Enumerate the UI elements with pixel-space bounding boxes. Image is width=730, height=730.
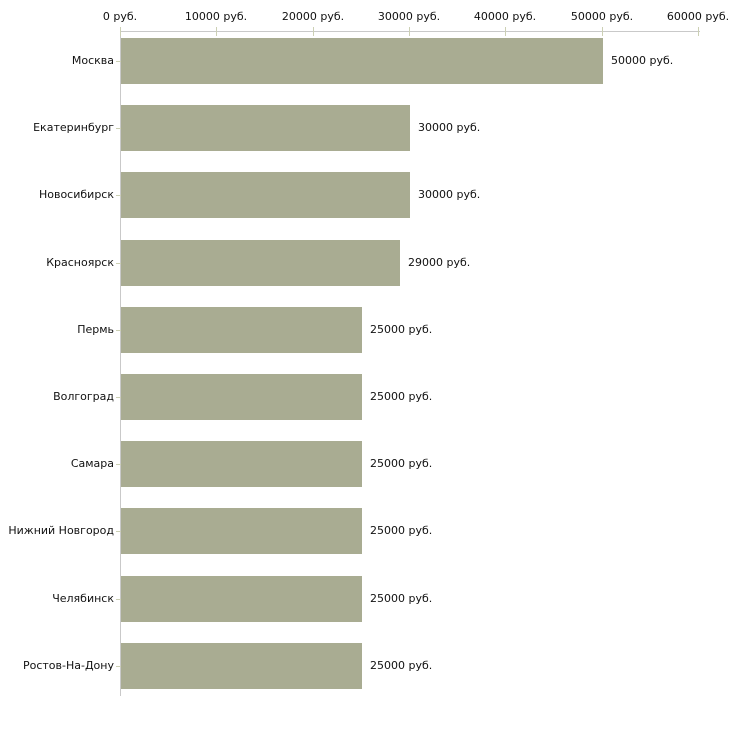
x-tick-label: 30000 руб. — [377, 10, 441, 23]
y-tick-mark — [116, 666, 123, 667]
value-label: 25000 руб. — [370, 390, 433, 403]
y-tick-mark — [116, 195, 123, 196]
x-tick-label: 60000 руб. — [666, 10, 730, 23]
category-label: Челябинск — [52, 592, 114, 605]
category-label: Москва — [71, 54, 114, 67]
value-label: 25000 руб. — [370, 659, 433, 672]
bar — [121, 172, 410, 218]
value-label: 29000 руб. — [408, 256, 471, 269]
y-tick-mark — [116, 61, 123, 62]
x-tick-label: 0 руб. — [102, 10, 138, 23]
y-tick-mark — [116, 397, 123, 398]
bar — [121, 508, 362, 554]
x-axis-line — [120, 31, 700, 32]
category-label: Новосибирск — [38, 188, 114, 201]
x-tick-mark — [698, 27, 699, 36]
bar — [121, 105, 410, 151]
category-label: Нижний Новгород — [8, 524, 114, 537]
y-axis-line — [120, 31, 121, 696]
bar — [121, 576, 362, 622]
bar — [121, 240, 400, 286]
value-label: 25000 руб. — [370, 592, 433, 605]
x-tick-mark — [313, 27, 314, 36]
category-label: Волгоград — [53, 390, 114, 403]
value-label: 25000 руб. — [370, 457, 433, 470]
bar — [121, 38, 603, 84]
value-label: 25000 руб. — [370, 524, 433, 537]
y-tick-mark — [116, 330, 123, 331]
bar — [121, 441, 362, 487]
x-tick-mark — [120, 27, 121, 36]
value-label: 50000 руб. — [611, 54, 674, 67]
category-label: Самара — [70, 457, 114, 470]
value-label: 30000 руб. — [418, 188, 481, 201]
bar — [121, 307, 362, 353]
bar — [121, 374, 362, 420]
value-label: 25000 руб. — [370, 323, 433, 336]
x-tick-label: 10000 руб. — [184, 10, 248, 23]
x-tick-mark — [216, 27, 217, 36]
x-tick-label: 20000 руб. — [281, 10, 345, 23]
category-label: Екатеринбург — [33, 121, 114, 134]
x-tick-mark — [409, 27, 410, 36]
category-label: Красноярск — [46, 256, 114, 269]
x-tick-label: 40000 руб. — [473, 10, 537, 23]
x-tick-mark — [505, 27, 506, 36]
x-tick-mark — [602, 27, 603, 36]
y-tick-mark — [116, 464, 123, 465]
y-tick-mark — [116, 128, 123, 129]
y-tick-mark — [116, 263, 123, 264]
bar — [121, 643, 362, 689]
y-tick-mark — [116, 599, 123, 600]
x-tick-label: 50000 руб. — [570, 10, 634, 23]
category-label: Пермь — [77, 323, 114, 336]
y-tick-mark — [116, 531, 123, 532]
value-label: 30000 руб. — [418, 121, 481, 134]
category-label: Ростов-На-Дону — [22, 659, 114, 672]
